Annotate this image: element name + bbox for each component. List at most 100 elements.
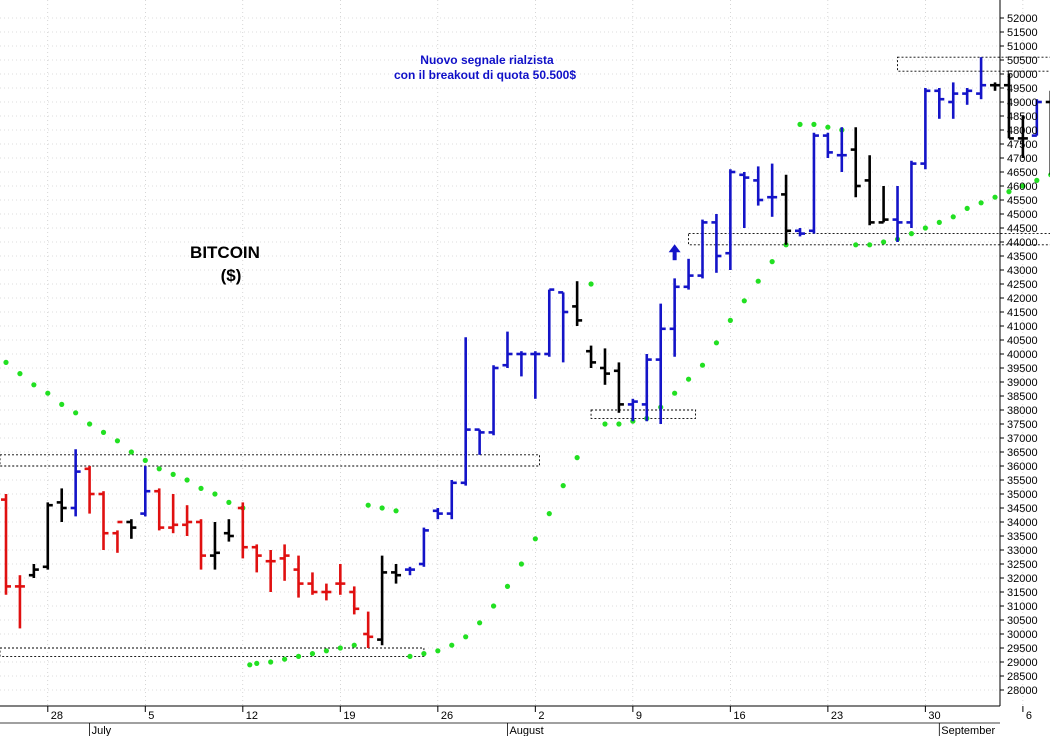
sar-dot xyxy=(672,390,678,396)
ohlc-bar xyxy=(84,466,95,514)
up-arrow-icon xyxy=(668,244,681,261)
ohlc-bar xyxy=(836,127,847,172)
ohlc-bar xyxy=(697,219,708,279)
sar-dot xyxy=(156,466,162,472)
x-axis-ticks: 28 5 12 19 26 2 9 16 23 30 6 xyxy=(47,706,1032,722)
y-tick-label: 34000 xyxy=(1007,517,1038,529)
sar-dot xyxy=(546,510,552,517)
y-tick-label: 36500 xyxy=(1007,447,1038,459)
sar-dot xyxy=(17,371,23,377)
x-tick-label: 19 xyxy=(343,710,355,722)
ohlc-bar xyxy=(321,583,332,601)
sar-dot xyxy=(755,278,761,284)
ohlc-bar xyxy=(112,520,123,553)
sar-dot xyxy=(797,121,803,127)
y-tick-label: 52000 xyxy=(1007,13,1038,25)
y-tick-label: 51500 xyxy=(1007,27,1038,39)
ohlc-bar xyxy=(237,502,248,559)
sar-dot xyxy=(504,583,511,590)
sar-dot xyxy=(908,231,915,237)
sar-dot xyxy=(295,653,302,660)
sar-dot xyxy=(3,359,9,365)
ohlc-bar xyxy=(1,494,11,595)
signal-arrows xyxy=(668,244,681,261)
ohlc-bar xyxy=(892,186,903,242)
x-tick-label: 2 xyxy=(538,710,544,722)
y-tick-label: 46500 xyxy=(1007,167,1038,179)
ohlc-bar xyxy=(795,228,806,237)
price-zone xyxy=(688,233,1050,246)
sar-dot xyxy=(1006,189,1012,195)
sar-dot xyxy=(880,239,887,245)
sar-dot xyxy=(351,642,357,648)
ohlc-bar xyxy=(14,575,25,629)
y-tick-label: 32500 xyxy=(1007,559,1038,571)
y-tick-label: 45000 xyxy=(1007,209,1038,221)
sar-dot xyxy=(31,382,37,388)
annotation-line-1: Nuovo segnale rialzista xyxy=(420,53,554,67)
sar-dot xyxy=(574,455,580,461)
sar-dot xyxy=(1034,177,1040,183)
sar-dot xyxy=(532,536,538,542)
y-tick-label: 33500 xyxy=(1007,531,1038,543)
y-tick-label: 31000 xyxy=(1007,601,1038,613)
ohlc-bar xyxy=(223,519,234,542)
ohlc-bar xyxy=(363,611,374,648)
y-tick-label: 35000 xyxy=(1007,489,1038,501)
y-tick-label: 40500 xyxy=(1007,335,1038,347)
sar-dot xyxy=(184,477,190,483)
y-tick-label: 49000 xyxy=(1007,97,1038,109)
sar-dot xyxy=(337,645,343,651)
y-tick-label: 30500 xyxy=(1007,615,1038,627)
ohlc-bar xyxy=(516,351,527,377)
sar-dot xyxy=(769,259,775,265)
y-tick-label: 28500 xyxy=(1007,671,1038,683)
y-tick-label: 41500 xyxy=(1007,307,1038,319)
x-tick-label: 16 xyxy=(733,710,745,722)
ohlc-bar xyxy=(850,127,861,198)
sar-dot xyxy=(463,634,469,640)
y-tick-label: 41000 xyxy=(1007,321,1038,333)
y-axis-ticks: 28000 28500 29000 29500 30000 30500 31000 31500… xyxy=(1000,13,1038,697)
y-tick-label: 45500 xyxy=(1007,195,1038,207)
x-tick-label: 23 xyxy=(831,710,843,722)
chart-title: BITCOIN xyxy=(190,243,260,262)
y-tick-label: 44000 xyxy=(1007,237,1038,249)
ohlc-bar xyxy=(586,345,597,368)
y-tick-label: 48000 xyxy=(1007,125,1038,137)
ohlc-bar xyxy=(781,174,792,245)
ohlc-bar xyxy=(209,522,220,570)
ohlc-bar xyxy=(140,466,151,517)
sar-dot xyxy=(490,603,497,609)
ohlc-bar xyxy=(265,550,276,592)
y-tick-label: 42500 xyxy=(1007,279,1038,291)
sar-dot xyxy=(379,505,385,511)
ohlc-bar xyxy=(446,480,457,520)
sar-dot xyxy=(365,502,371,508)
ohlc-bar xyxy=(432,508,443,520)
y-tick-label: 47500 xyxy=(1007,139,1038,151)
sar-dot xyxy=(247,662,253,668)
y-tick-label: 42000 xyxy=(1007,293,1038,305)
sar-dot xyxy=(170,471,176,477)
y-tick-label: 46000 xyxy=(1007,181,1038,193)
sar-dot xyxy=(560,483,566,489)
sar-dot xyxy=(685,376,692,382)
y-tick-label: 39500 xyxy=(1007,363,1038,375)
ohlc-bar xyxy=(335,564,346,595)
ohlc-bar xyxy=(168,494,179,534)
x-axis-months: July August September xyxy=(0,722,1000,736)
ohlc-bar xyxy=(307,572,318,595)
sar-dot xyxy=(602,421,608,427)
sar-dot xyxy=(198,485,204,491)
ohlc-bar xyxy=(530,351,541,399)
sar-dot xyxy=(254,660,260,667)
sar-dot xyxy=(922,225,928,231)
y-tick-label: 50000 xyxy=(1007,69,1038,81)
ohlc-bars xyxy=(1,57,1050,648)
sar-dot xyxy=(73,410,79,416)
y-tick-label: 31500 xyxy=(1007,587,1038,599)
ohlc-bar xyxy=(627,398,638,422)
price-zone xyxy=(897,56,1050,72)
ohlc-bar xyxy=(558,291,569,363)
